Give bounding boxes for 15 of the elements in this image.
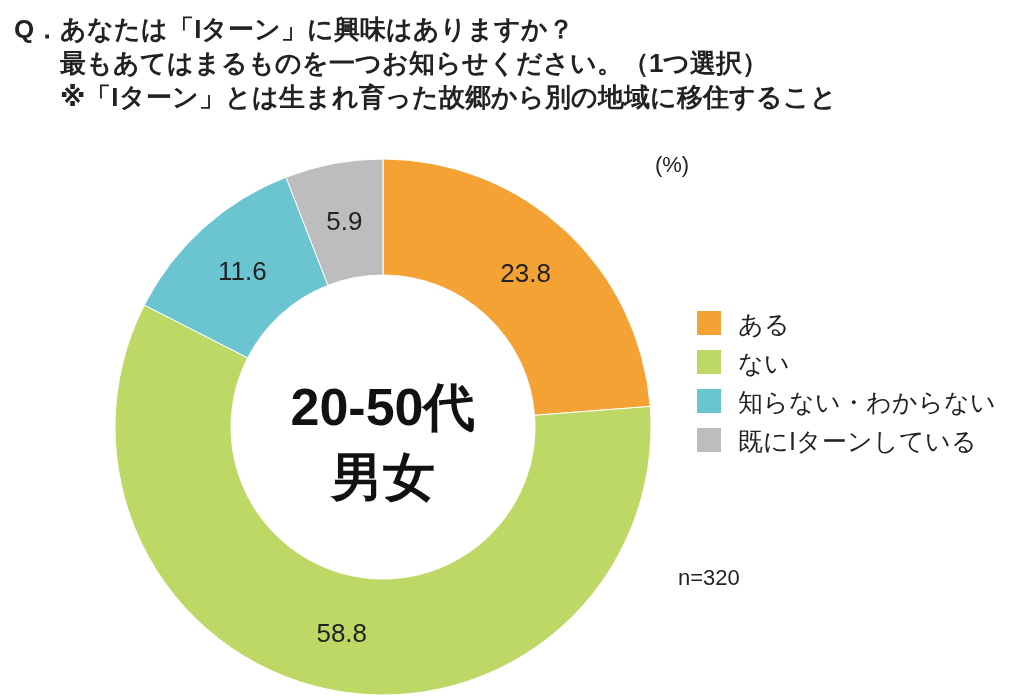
- data-label: 11.6: [217, 256, 267, 287]
- legend-label: ない: [738, 349, 790, 377]
- data-label: 23.8: [500, 257, 551, 288]
- text: (%): [654, 152, 690, 177]
- data-label: 5.9: [326, 205, 363, 236]
- text: n=320: [678, 565, 740, 590]
- legend-label: ある: [738, 310, 790, 338]
- chart-subtitle: 最もあてはまるものを一つお知らせください。（1つ選択）: [59, 48, 769, 78]
- text: 20-50代: [290, 378, 476, 436]
- legend-label: 知らない・わからない: [738, 388, 996, 416]
- chart-title: Q．あなたは「Iターン」に興味はありますか？: [14, 14, 575, 44]
- text: ※「Iターン」とは生まれ育った故郷から別の地域に移住すること: [60, 82, 837, 112]
- data-label: 58.8: [316, 617, 368, 648]
- text: 男女: [329, 448, 435, 506]
- legend-label: 既にIターンしている: [738, 427, 977, 455]
